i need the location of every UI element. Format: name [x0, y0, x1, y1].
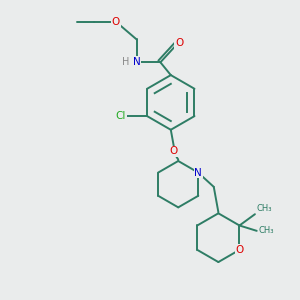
Text: CH₃: CH₃ [256, 204, 272, 213]
Text: methoxy: methoxy [83, 22, 89, 23]
Text: O: O [170, 146, 178, 157]
Text: H: H [122, 57, 129, 67]
Text: O: O [112, 17, 120, 27]
Text: Cl: Cl [116, 111, 126, 121]
Text: O: O [235, 245, 244, 255]
Text: N: N [133, 57, 140, 67]
Text: O: O [175, 38, 183, 48]
Text: N: N [194, 168, 202, 178]
Text: CH₃: CH₃ [258, 226, 274, 235]
